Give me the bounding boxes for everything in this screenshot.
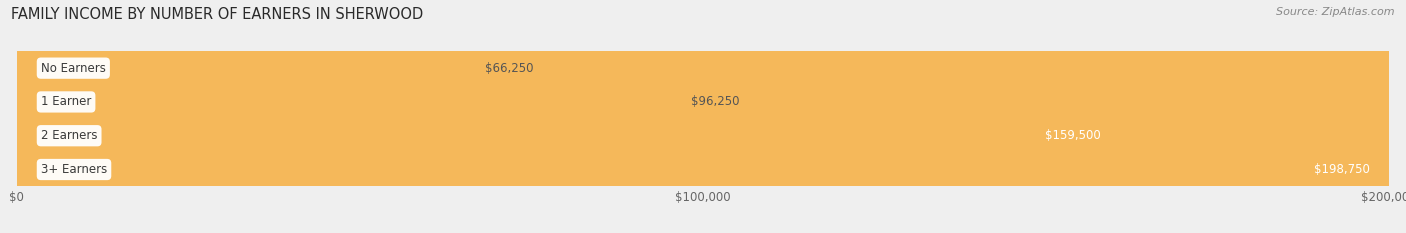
Text: 1 Earner: 1 Earner xyxy=(41,96,91,108)
Text: $159,500: $159,500 xyxy=(1045,129,1101,142)
Text: $66,250: $66,250 xyxy=(485,62,534,75)
Text: FAMILY INCOME BY NUMBER OF EARNERS IN SHERWOOD: FAMILY INCOME BY NUMBER OF EARNERS IN SH… xyxy=(11,7,423,22)
Text: 3+ Earners: 3+ Earners xyxy=(41,163,107,176)
Text: No Earners: No Earners xyxy=(41,62,105,75)
Text: Source: ZipAtlas.com: Source: ZipAtlas.com xyxy=(1277,7,1395,17)
Text: 2 Earners: 2 Earners xyxy=(41,129,97,142)
Text: $96,250: $96,250 xyxy=(690,96,740,108)
Text: $198,750: $198,750 xyxy=(1315,163,1371,176)
